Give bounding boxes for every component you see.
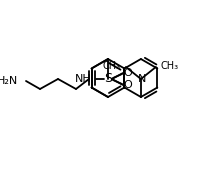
Text: N: N [137, 74, 145, 84]
Text: S: S [103, 73, 111, 86]
Text: O: O [123, 68, 132, 78]
Text: O: O [123, 80, 132, 90]
Text: NH: NH [75, 74, 92, 84]
Text: CH₃: CH₃ [160, 61, 178, 71]
Text: H₂N: H₂N [0, 76, 18, 86]
Text: CH₃: CH₃ [102, 61, 120, 71]
